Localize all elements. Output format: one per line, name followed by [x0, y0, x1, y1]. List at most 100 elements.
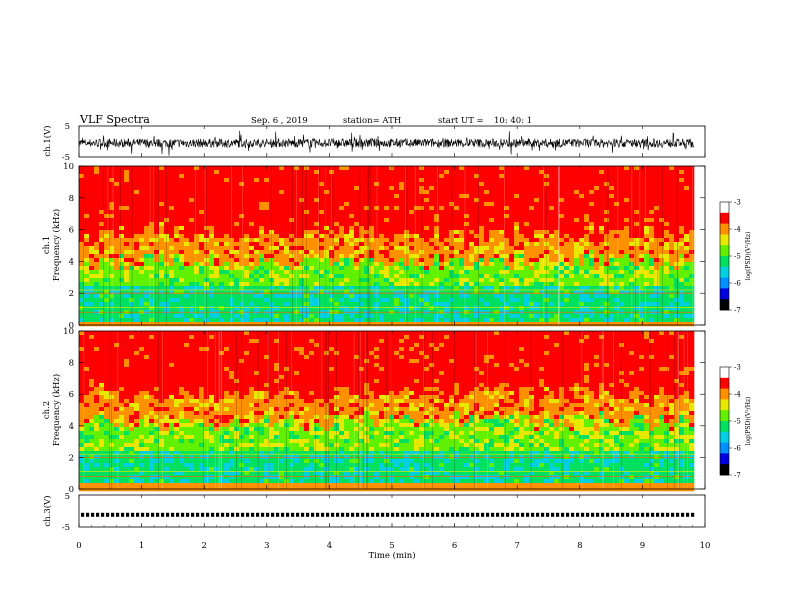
spectrogram-cell-3338	[494, 238, 499, 242]
spectrogram-cell-3998	[574, 318, 579, 322]
spectrogram-cell-114	[89, 302, 94, 306]
spectrogram-cell-825	[179, 266, 184, 270]
spectrogram-cell-1254	[234, 222, 239, 226]
spectrogram-cell-1192	[224, 294, 229, 298]
spectrogram-cell-4332	[619, 214, 624, 218]
spectrogram-cell-2040	[334, 166, 339, 170]
spectrogram-cell-1294	[239, 222, 244, 226]
spectrogram-cell-259	[109, 242, 114, 246]
spectrogram-cell-2007	[329, 194, 334, 198]
spectrogram-cell-844	[184, 182, 189, 186]
spectrogram-cell-4823	[679, 258, 684, 262]
spectrogram-cell-4352	[619, 294, 624, 298]
spectrogram-cell-2851	[434, 210, 439, 214]
spectrogram-cell-3242	[484, 174, 489, 178]
spectrogram-cell-1457	[259, 234, 264, 238]
spectrogram-cell-3607	[529, 194, 534, 198]
spectrogram-cell-1504	[264, 262, 269, 266]
spectrogram-cell-2832	[429, 294, 434, 298]
spectrogram-cell-548	[144, 278, 149, 282]
spectrogram-cell-1145	[219, 266, 224, 270]
spectrogram-cell-324	[119, 182, 124, 186]
spectrogram-cell-20	[79, 246, 84, 250]
spectrogram-cell-3944	[569, 262, 574, 266]
spectrogram-cell-4619	[654, 242, 659, 246]
spectrogram-cell-4867	[684, 274, 689, 278]
spectrogram-cell-4759	[669, 322, 674, 326]
spectrogram-cell-1176	[224, 230, 229, 234]
spectrogram-cell-132	[94, 214, 99, 218]
spectrogram-cell-4211	[604, 210, 609, 214]
spectrogram-cell-3784	[549, 262, 554, 266]
spectrogram-cell-4708	[664, 278, 669, 282]
spectrogram-cell-3286	[489, 190, 494, 194]
spectrogram-cell-2160	[349, 166, 354, 170]
spectrogram-cell-21	[79, 250, 84, 254]
spectrogram-cell-4551	[644, 290, 649, 294]
spectrogram-cell-2829	[429, 282, 434, 286]
spectrogram-cell-4640	[659, 166, 664, 170]
spectrogram-cell-1582	[274, 254, 279, 258]
spectrogram-cell-1713	[289, 298, 294, 302]
spectrogram-cell-4911	[689, 290, 694, 294]
spectrogram-cell-1625	[279, 266, 284, 270]
spectrogram-cell-2724	[419, 182, 424, 186]
spectrogram-cell-3143	[469, 258, 474, 262]
spectrogram-cell-104	[89, 262, 94, 266]
spectrogram-cell-3533	[519, 218, 524, 222]
spectrogram-cell-2183	[349, 258, 354, 262]
spectrogram-cell-157	[94, 314, 99, 318]
spectrogram-cell-205	[104, 186, 109, 190]
spectrogram-cell-385	[124, 266, 129, 270]
spectrogram-cell-3889	[564, 202, 569, 206]
spectrogram-cell-148	[94, 278, 99, 282]
spectrogram-cell-726	[169, 190, 174, 194]
spectrogram-cell-4086	[589, 190, 594, 194]
spectrogram-cell-1559	[269, 322, 274, 326]
spectrogram-cell-1618	[279, 238, 284, 242]
spectrogram-cell-2929	[444, 202, 449, 206]
spectrogram-cell-4781	[674, 250, 679, 254]
spectrogram-cell-3686	[539, 190, 544, 194]
spectrogram-cell-1962	[324, 174, 329, 178]
spectrogram-cell-283	[114, 178, 119, 182]
spectrogram-cell-378	[124, 238, 129, 242]
spectrogram-cell-415	[129, 226, 134, 230]
spectrogram-cell-649	[159, 202, 164, 206]
spectrogram-cell-3262	[484, 254, 489, 258]
spectrogram-cell-4877	[684, 314, 689, 318]
spectrogram-cell-3718	[539, 318, 544, 322]
spectrogram-cell-4092	[589, 214, 594, 218]
spectrogram-cell-2370	[374, 206, 379, 210]
spectrogram-cell-2873	[434, 298, 439, 302]
spectrogram-cell-2899	[439, 242, 444, 246]
spectrogram-cell-4269	[609, 282, 614, 286]
spectrogram-cell-3547	[519, 274, 524, 278]
spectrogram-cell-1163	[224, 178, 229, 182]
spectrogram-cell-1263	[234, 258, 239, 262]
spectrogram-cell-1998	[324, 318, 329, 322]
spectrogram-cell-650	[159, 206, 164, 210]
spectrogram-cell-3700	[539, 246, 544, 250]
spectrogram-cell-928	[194, 198, 199, 202]
spectrogram-cell-2548	[394, 278, 399, 282]
spectrogram-cell-2595	[399, 306, 404, 310]
spectrogram-cell-3962	[574, 174, 579, 178]
spectrogram-cell-4034	[579, 302, 584, 306]
spectrogram-cell-1961	[324, 170, 329, 174]
spectrogram-cell-4271	[609, 290, 614, 294]
spectrogram-cell-3673	[534, 298, 539, 302]
spectrogram-cell-4825	[679, 266, 684, 270]
spectrogram-cell-3505	[514, 266, 519, 270]
spectrogram-cell-4523	[644, 178, 649, 182]
spectrogram-cell-2923	[444, 178, 449, 182]
spectrogram-cell-1771	[299, 210, 304, 214]
spectrogram-cell-4253	[609, 218, 614, 222]
spectrogram-cell-1003	[204, 178, 209, 182]
spectrogram-cell-1406	[254, 190, 259, 194]
spectrogram-cell-4324	[619, 182, 624, 186]
spectrogram-cell-2051	[334, 210, 339, 214]
spectrogram-cell-2771	[424, 210, 429, 214]
spectrogram-cell-4847	[684, 194, 689, 198]
spectrogram-cell-3496	[514, 230, 519, 234]
